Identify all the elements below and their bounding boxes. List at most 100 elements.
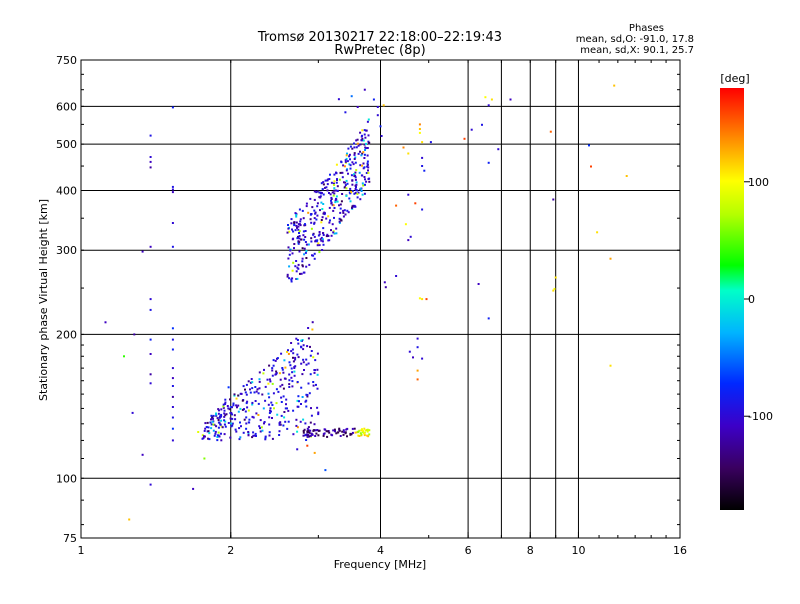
- data-point: [336, 185, 339, 188]
- data-point: [302, 418, 305, 421]
- data-point: [283, 416, 286, 419]
- data-point: [358, 171, 361, 174]
- data-point: [364, 149, 366, 151]
- data-point: [213, 434, 216, 437]
- data-point: [204, 422, 207, 425]
- data-point: [361, 152, 364, 155]
- data-point: [359, 198, 362, 201]
- data-point: [317, 429, 320, 432]
- data-point: [590, 165, 592, 168]
- data-point: [171, 222, 174, 224]
- data-point: [333, 428, 336, 431]
- data-point: [429, 141, 432, 144]
- data-point: [324, 179, 327, 182]
- data-point: [234, 428, 237, 431]
- data-point: [333, 207, 336, 209]
- data-point: [332, 204, 335, 207]
- data-point: [355, 146, 358, 149]
- data-point: [232, 402, 235, 405]
- data-point: [367, 169, 369, 172]
- data-point: [207, 426, 210, 429]
- data-point: [364, 429, 367, 432]
- data-point: [268, 396, 271, 399]
- data-point: [323, 432, 326, 435]
- data-point: [361, 134, 363, 137]
- colorbar-tick-label: -100: [748, 410, 773, 423]
- data-point: [246, 406, 249, 409]
- data-point: [263, 421, 266, 423]
- data-point: [313, 235, 316, 238]
- data-point: [289, 364, 292, 367]
- data-point: [354, 176, 357, 179]
- data-point: [347, 172, 349, 175]
- data-point: [220, 425, 223, 428]
- phases-stats-x: mean, sd,X: 90.1, 25.7: [580, 45, 694, 56]
- data-point: [264, 385, 267, 388]
- data-point: [218, 416, 221, 419]
- data-point: [409, 235, 412, 238]
- data-point: [609, 257, 612, 260]
- data-point: [296, 339, 299, 341]
- data-point: [361, 182, 364, 185]
- data-point: [292, 237, 295, 240]
- data-point: [349, 158, 351, 161]
- data-point: [209, 421, 212, 424]
- data-point: [272, 392, 275, 395]
- data-point: [322, 227, 325, 230]
- data-point: [141, 453, 144, 456]
- data-point: [350, 95, 353, 98]
- data-point: [317, 242, 320, 245]
- data-point: [302, 358, 305, 361]
- data-point: [313, 198, 316, 201]
- data-point: [361, 429, 364, 432]
- data-point: [295, 260, 298, 262]
- data-point: [229, 406, 232, 408]
- data-point: [326, 179, 329, 182]
- data-point: [303, 238, 306, 241]
- data-point: [332, 230, 335, 233]
- data-point: [350, 174, 353, 177]
- data-point: [283, 411, 286, 413]
- data-point: [222, 405, 225, 408]
- data-point: [338, 427, 341, 430]
- data-point: [287, 352, 290, 355]
- data-point: [149, 483, 152, 486]
- data-point: [288, 277, 291, 280]
- data-point: [296, 426, 299, 429]
- data-point: [309, 373, 312, 376]
- data-point: [355, 139, 358, 142]
- data-point: [288, 373, 291, 376]
- data-point: [358, 429, 361, 432]
- data-point: [223, 415, 226, 418]
- data-point: [348, 153, 351, 156]
- data-point: [295, 215, 298, 218]
- data-point: [302, 348, 305, 351]
- data-point: [361, 193, 364, 196]
- data-point: [309, 435, 312, 437]
- data-point: [366, 434, 369, 437]
- data-point: [267, 382, 270, 385]
- data-point: [349, 187, 352, 190]
- data-point: [358, 435, 361, 437]
- chart-subtitle: RwPretec (8p): [334, 43, 425, 58]
- data-point: [270, 410, 272, 413]
- data-point: [293, 243, 296, 245]
- data-point: [149, 134, 152, 137]
- data-point: [233, 393, 236, 396]
- data-point: [141, 250, 144, 253]
- data-point: [333, 216, 335, 219]
- data-point: [329, 219, 331, 222]
- data-point: [296, 226, 298, 229]
- data-point: [277, 390, 280, 393]
- data-point: [367, 134, 370, 137]
- data-point: [245, 427, 248, 430]
- data-point: [233, 394, 236, 397]
- data-point: [237, 410, 240, 413]
- colorbar-tick-label: 100: [748, 176, 769, 189]
- data-point: [229, 436, 232, 439]
- data-point: [497, 148, 500, 151]
- data-point: [296, 381, 299, 383]
- data-point: [325, 430, 328, 433]
- data-point: [366, 429, 368, 432]
- data-point: [309, 218, 312, 221]
